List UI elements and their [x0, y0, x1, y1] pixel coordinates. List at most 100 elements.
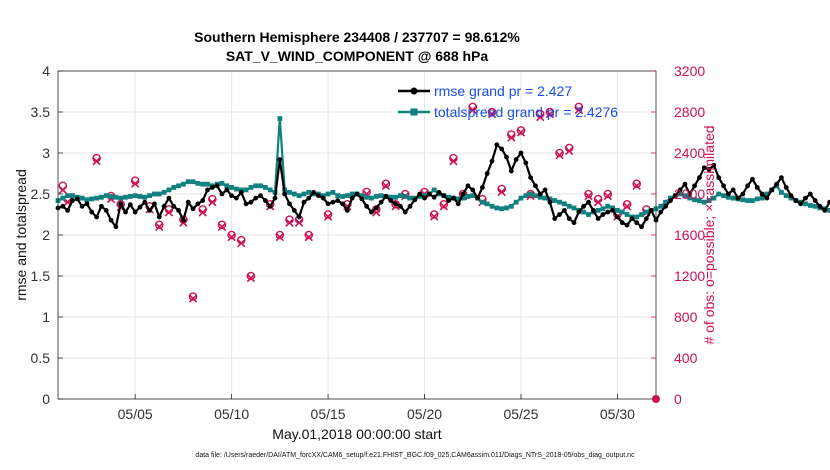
point-rmse: [200, 198, 206, 203]
point-rmse: [171, 203, 177, 209]
point-rmse: [663, 203, 669, 209]
data-file-footnote: data file: /Users/raeder/DAI/ATM_forcXX/…: [195, 452, 635, 459]
obs-assimilated-cross-b: [285, 218, 294, 227]
legend-spread-text: totalspread grand pr = 2.4276: [434, 104, 618, 120]
point-totalspread: [132, 193, 138, 199]
point-rmse: [248, 199, 254, 205]
point-rmse: [735, 195, 741, 201]
point-rmse: [229, 193, 235, 199]
point-rmse: [489, 158, 495, 164]
point-totalspread: [803, 201, 808, 207]
point-totalspread: [267, 187, 273, 193]
point-rmse: [407, 203, 413, 209]
point-totalspread: [750, 198, 755, 203]
point-rmse: [127, 202, 133, 208]
point-totalspread: [455, 196, 461, 202]
point-rmse: [123, 209, 128, 215]
point-rmse: [190, 206, 196, 212]
point-totalspread: [195, 180, 201, 186]
point-totalspread: [692, 197, 697, 203]
point-totalspread: [373, 194, 379, 199]
point-totalspread: [663, 199, 669, 205]
point-totalspread: [706, 198, 712, 203]
point-totalspread: [325, 191, 331, 197]
obs-possible-point: [227, 230, 236, 240]
point-totalspread: [494, 205, 500, 211]
obs-assimilated-point: [381, 181, 391, 190]
point-totalspread: [99, 194, 104, 200]
point-totalspread: [359, 193, 365, 199]
point-rmse: [740, 191, 746, 197]
point-rmse: [730, 187, 736, 193]
point-rmse: [99, 203, 104, 209]
point-totalspread: [364, 194, 370, 200]
point-totalspread: [754, 196, 760, 202]
point-rmse: [74, 196, 80, 202]
obs-assimilated-cross-b: [217, 222, 227, 231]
point-rmse: [277, 157, 283, 162]
point-totalspread: [330, 189, 336, 195]
point-rmse: [499, 146, 505, 152]
point-rmse: [716, 175, 722, 181]
x-tick-label: 05/25: [503, 406, 538, 422]
obs-assimilated-point: [275, 232, 285, 242]
y-right-tick-label: 400: [674, 350, 698, 366]
point-rmse: [417, 191, 423, 197]
point-totalspread: [388, 194, 394, 200]
obs-assimilated-cross-b: [449, 157, 458, 166]
obs-assimilated-cross-b: [622, 202, 632, 211]
point-rmse: [176, 208, 181, 213]
legend-rmse-text: rmse grand pr = 2.427: [434, 83, 572, 99]
point-rmse: [803, 195, 808, 201]
point-rmse: [219, 191, 225, 197]
point-rmse: [272, 195, 278, 201]
point-totalspread: [393, 194, 398, 200]
y-right-tick-label: 0: [674, 391, 682, 407]
point-rmse: [508, 168, 514, 174]
point-rmse: [137, 204, 143, 210]
legend-spread-marker: [410, 108, 418, 116]
point-rmse: [60, 203, 66, 209]
point-rmse: [552, 216, 558, 222]
obs-assimilated-point: [603, 191, 612, 201]
point-rmse: [639, 224, 644, 230]
point-rmse: [725, 191, 731, 197]
point-rmse: [354, 191, 360, 197]
point-totalspread: [581, 209, 587, 215]
point-totalspread: [137, 194, 143, 199]
point-totalspread: [224, 183, 230, 189]
obs-assimilated-cross-b: [372, 208, 381, 217]
point-totalspread: [586, 212, 591, 217]
point-rmse: [103, 208, 109, 213]
obs-assimilated-point: [632, 181, 641, 190]
point-rmse: [600, 212, 606, 217]
obs-assimilated-cross-b: [130, 179, 140, 188]
point-totalspread: [277, 116, 283, 121]
point-totalspread: [108, 194, 114, 199]
point-rmse: [764, 195, 770, 201]
obs-assimilated-point: [565, 146, 574, 156]
point-totalspread: [340, 194, 345, 199]
obs-possible-point: [304, 230, 314, 240]
x-tick-label: 05/20: [407, 406, 442, 422]
obs-assimilated-point: [179, 218, 188, 227]
point-rmse: [180, 217, 186, 223]
point-totalspread: [180, 181, 186, 187]
point-rmse: [750, 176, 755, 182]
x-axis-ticks: 05/05 05/10 05/15 05/20 05/25 05/30: [118, 394, 635, 422]
point-totalspread: [296, 193, 302, 199]
obs-assimilated-cross-b: [304, 232, 313, 242]
point-totalspread: [306, 189, 312, 195]
obs-possible-point: [584, 189, 593, 199]
chart-title-line1: Southern Hemisphere 234408 / 237707 = 98…: [194, 29, 520, 45]
obs-assimilated-cross-b: [468, 105, 477, 115]
point-rmse: [827, 199, 830, 205]
point-rmse: [398, 203, 403, 209]
point-totalspread: [60, 195, 66, 201]
point-totalspread: [701, 199, 707, 205]
point-totalspread: [205, 181, 210, 187]
point-totalspread: [234, 186, 239, 192]
point-totalspread: [398, 193, 403, 199]
point-totalspread: [123, 194, 128, 200]
point-totalspread: [465, 194, 471, 199]
